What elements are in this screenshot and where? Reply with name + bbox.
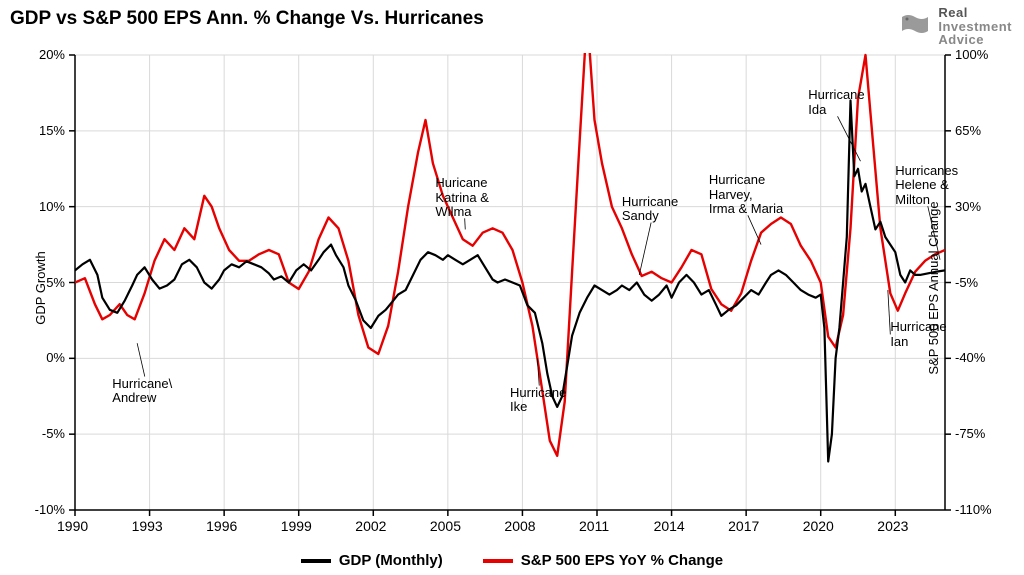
y-right-tick: 30% xyxy=(955,199,981,214)
legend: GDP (Monthly) S&P 500 EPS YoY % Change xyxy=(0,552,1024,569)
x-tick: 2008 xyxy=(504,518,535,534)
x-tick: 1993 xyxy=(132,518,163,534)
hurricane-annotation: HurricaneIke xyxy=(510,386,566,415)
y-right-tick: 100% xyxy=(955,47,988,62)
y-right-tick: -40% xyxy=(955,350,985,365)
x-tick: 2011 xyxy=(579,518,609,534)
hurricane-annotation: Hurricane\Andrew xyxy=(112,377,172,406)
hurricane-annotation: HurricaneSandy xyxy=(622,195,678,224)
y-right-tick: -75% xyxy=(955,426,985,441)
y-left-tick: 20% xyxy=(39,47,65,62)
legend-item-gdp: GDP (Monthly) xyxy=(301,552,443,569)
x-tick: 1996 xyxy=(206,518,237,534)
legend-swatch xyxy=(483,559,513,563)
chart-svg xyxy=(0,0,1024,575)
x-tick: 1990 xyxy=(57,518,88,534)
y-left-tick: 0% xyxy=(46,350,65,365)
y-left-tick: 10% xyxy=(39,199,65,214)
x-tick: 2002 xyxy=(355,518,386,534)
y-right-tick: -5% xyxy=(955,275,978,290)
hurricane-annotation: HurricaneIda xyxy=(808,88,864,117)
x-tick: 1999 xyxy=(281,518,312,534)
legend-item-eps: S&P 500 EPS YoY % Change xyxy=(483,552,723,569)
x-tick: 2023 xyxy=(877,518,908,534)
y-right-tick: -110% xyxy=(955,502,992,517)
chart-container: { "title": "GDP vs S&P 500 EPS Ann. % Ch… xyxy=(0,0,1024,575)
legend-label: GDP (Monthly) xyxy=(339,552,443,569)
legend-label: S&P 500 EPS YoY % Change xyxy=(521,552,723,569)
hurricane-annotation: HurricaneHarvey,Irma & Maria xyxy=(709,173,783,216)
y-left-tick: 15% xyxy=(39,123,65,138)
x-tick: 2014 xyxy=(654,518,685,534)
hurricane-annotation: HuricaneKatrina &Wilma xyxy=(435,176,488,219)
y-left-tick: 5% xyxy=(46,275,65,290)
y-left-tick: -10% xyxy=(35,502,65,517)
hurricane-annotation: HurricanesHelene &Milton xyxy=(895,164,958,207)
x-tick: 2017 xyxy=(728,518,759,534)
y-right-tick: 65% xyxy=(955,123,981,138)
y-left-tick: -5% xyxy=(42,426,65,441)
legend-swatch xyxy=(301,559,331,563)
hurricane-annotation: HurricaneIan xyxy=(890,320,946,349)
x-tick: 2005 xyxy=(430,518,461,534)
x-tick: 2020 xyxy=(803,518,834,534)
